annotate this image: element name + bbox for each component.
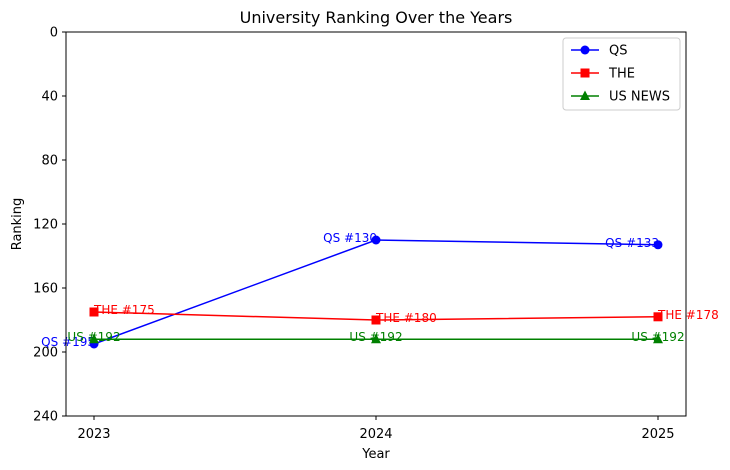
y-tick-label: 80 (41, 154, 58, 169)
legend-label-qs: QS (609, 44, 627, 59)
y-tick-label: 0 (50, 26, 58, 41)
legend-label-the: THE (608, 67, 635, 82)
axes: 0 40 80 120 160 200 240 2023 2024 2025 (33, 26, 674, 443)
series-the: THE #175 THE #180 THE #178 (89, 303, 719, 325)
legend-box (562, 37, 681, 111)
data-label-us-news: US #192 (349, 330, 402, 344)
data-point-qs (371, 235, 381, 245)
legend-marker-us-news (580, 90, 590, 100)
y-tick-label: 40 (41, 90, 58, 105)
y-axis-label: Ranking (10, 198, 25, 251)
data-point-qs (653, 240, 663, 250)
legend: QS THE US NEWS (562, 37, 681, 111)
data-point-us-news (371, 333, 381, 344)
series-us-news: US #192 US #192 US #192 (67, 330, 684, 344)
legend-item-the: THE (571, 67, 635, 82)
x-tick-label: 2024 (359, 427, 392, 442)
legend-item-us-news: US NEWS (571, 90, 670, 105)
legend-label-us-news: US NEWS (609, 90, 670, 105)
data-point-the (371, 315, 381, 325)
x-tick-label: 2025 (641, 427, 674, 442)
series-line-qs (93, 239, 659, 345)
legend-item-qs: QS (571, 44, 627, 59)
data-point-us-news (653, 333, 663, 344)
legend-marker-the (580, 68, 590, 78)
data-point-the (653, 312, 663, 322)
data-label-the: THE #180 (375, 311, 437, 325)
data-label-us-news: US #192 (631, 330, 684, 344)
data-label-the: THE #178 (657, 308, 719, 322)
data-label-the: THE #175 (93, 303, 155, 317)
y-tick-label: 240 (33, 410, 58, 425)
data-point-us-news (89, 333, 99, 344)
data-label-qs: QS #133 (605, 236, 659, 250)
series-qs: QS #195 QS #130 QS #133 (41, 231, 663, 349)
x-axis-label: Year (361, 447, 390, 462)
chart-title: University Ranking Over the Years (240, 8, 513, 27)
legend-marker-qs (580, 45, 590, 55)
y-tick-label: 160 (33, 282, 58, 297)
data-label-qs: QS #130 (323, 231, 377, 245)
data-label-qs: QS #195 (41, 335, 95, 349)
y-tick-label: 120 (33, 218, 58, 233)
data-label-us-news: US #192 (67, 330, 120, 344)
data-point-the (89, 307, 99, 317)
x-tick-label: 2023 (77, 427, 110, 442)
y-tick-label: 200 (33, 346, 58, 361)
